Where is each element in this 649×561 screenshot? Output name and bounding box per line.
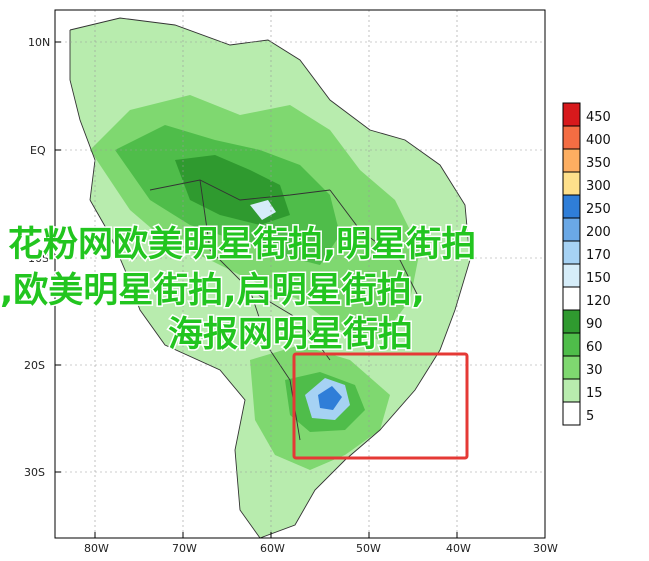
legend-label-15: 15 [586,386,603,401]
lon-axis: 80W 70W 60W 50W 40W 30W [84,532,558,555]
legend-swatch-450 [562,102,581,127]
lon-label-70w: 70W [172,542,197,555]
legend-label-5: 5 [586,409,594,424]
overlay-line-2: ,欧美明星街拍,启明星街拍, [0,271,425,311]
legend-swatch-120 [562,286,581,311]
legend-swatch-30 [562,355,581,380]
legend-label-150: 150 [586,271,611,286]
lat-label-10s: 10S [28,252,49,265]
lon-label-80w: 80W [84,542,109,555]
legend-swatch-250 [562,194,581,219]
graticule [55,10,545,538]
legend-swatch-90 [562,309,581,334]
lat-label-20s: 20S [24,359,45,372]
legend-label-450: 450 [586,110,611,125]
map-plot-area [55,10,545,538]
lat-label-eq: EQ [30,144,46,157]
lon-label-30w: 30W [533,542,558,555]
legend-label-300: 300 [586,179,611,194]
legend-swatch-350 [562,148,581,173]
lon-label-50w: 50W [356,542,381,555]
legend-swatch-200 [562,217,581,242]
lat-label-10n: 10N [28,36,50,49]
precip-150-north [250,200,276,220]
overlay-line-3: 海报网明星街拍 [168,315,413,355]
legend-label-90: 90 [586,317,603,332]
legend-swatch-5 [562,401,581,426]
legend-swatch-150 [562,263,581,288]
precip-200-region [318,386,342,410]
lat-label-30s: 30S [24,466,45,479]
legend-label-60: 60 [586,340,603,355]
legend-label-200: 200 [586,225,611,240]
legend-swatch-400 [562,125,581,150]
legend-label-30: 30 [586,363,603,378]
plot-frame [54,9,546,539]
legend-label-170: 170 [586,248,611,263]
overlay-line-1: 花粉网欧美明星街拍,明星街拍 [8,225,476,265]
legend-label-350: 350 [586,156,611,171]
lon-label-60w: 60W [260,542,285,555]
legend-swatch-300 [562,171,581,196]
precipitation-legend: 450 400 350 300 250 200 170 150 120 90 60 30 15 5 [562,102,611,426]
overlay-watermark: 花粉网欧美明星街拍,明星街拍 ,欧美明星街拍,启明星街拍, 海报网明星街拍 [0,224,478,357]
legend-label-120: 120 [586,294,611,309]
highlight-box [292,352,469,460]
legend-label-400: 400 [586,133,611,148]
legend-swatch-60 [562,332,581,357]
legend-swatch-170 [562,240,581,265]
lat-axis: 10N EQ 10S 20S 30S [24,36,61,479]
lon-label-40w: 40W [446,542,471,555]
legend-label-250: 250 [586,202,611,217]
legend-swatch-15 [562,378,581,403]
